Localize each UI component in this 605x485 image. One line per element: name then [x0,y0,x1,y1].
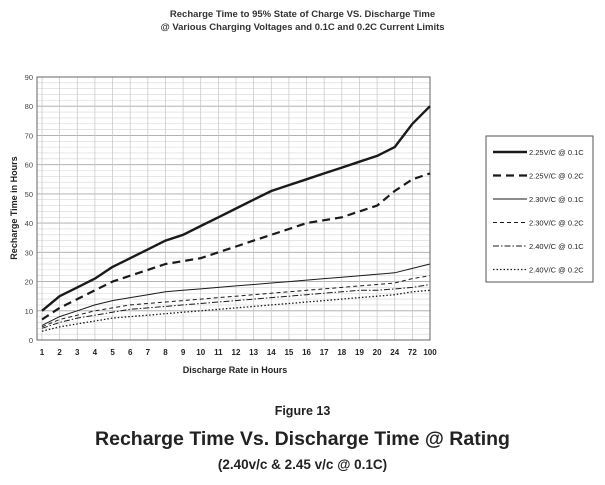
series-line-4 [41,275,431,328]
x-tick-labels: 1 2 3 4 5 6 7 8 9 10 11 12 13 14 15 16 17 18 19 20 24 72 100 [40,348,437,357]
y-tick-label: 60 [25,161,33,170]
grid-layer [37,76,431,341]
x-tick-label: 20 [373,348,382,357]
y-tick-label: 40 [25,219,33,228]
series-line-2 [41,172,431,321]
x-tick-label: 13 [249,348,258,357]
figure-subcaption: (2.40v/c & 2.45 v/c @ 0.1C) [217,457,388,472]
y-tick-label: 0 [29,336,33,345]
y-tick-labels: 0 10 20 30 40 50 60 70 80 90 [25,73,33,345]
series-line-5 [41,284,431,329]
x-tick-label: 2 [57,348,62,357]
chart-title-block: Recharge Time to 95% State of Charge VS.… [0,8,605,34]
y-tick-label: 30 [25,248,33,257]
x-tick-label: 11 [214,348,223,357]
legend-label-6: 2.40V/C @ 0.2C [529,266,584,275]
legend-label-2: 2.25V/C @ 0.2C [529,172,584,181]
x-tick-label: 12 [232,348,241,357]
chart-title-line-2: @ Various Charging Voltages and 0.1C and… [160,22,445,33]
y-tick-label: 20 [25,278,33,287]
x-tick-label: 14 [267,348,276,357]
y-tick-label: 10 [25,307,33,316]
x-tick-label: 3 [75,348,80,357]
x-tick-label: 6 [128,348,133,357]
x-tick-label: 18 [337,348,346,357]
plot-frame [36,76,431,341]
figure-label: Figure 13 [274,404,331,418]
chart-title-line-1: Recharge Time to 95% State of Charge VS.… [169,9,436,20]
series-line-3 [41,263,431,326]
legend-box [485,135,594,283]
x-tick-label: 8 [163,348,168,357]
x-tick-label: 17 [320,348,329,357]
x-tick-label: 15 [284,348,293,357]
x-axis-label: Discharge Rate in Hours [183,365,288,375]
y-tick-label: 90 [25,73,33,82]
x-tick-label: 10 [196,348,205,357]
y-tick-label: 50 [25,190,33,199]
x-tick-label: 7 [146,348,151,357]
x-tick-label: 72 [408,348,417,357]
legend-label-1: 2.25V/C @ 0.1C [529,148,584,157]
x-tick-label: 5 [110,348,115,357]
y-axis-label: Recharge Time in Hours [9,156,19,259]
x-tick-label: 1 [40,348,45,357]
x-tick-label: 19 [355,348,364,357]
y-tick-label: 80 [25,102,33,111]
legend-label-3: 2.30V/C @ 0.1C [529,195,584,204]
legend-label-4: 2.30V/C @ 0.2C [529,219,584,228]
figure-caption: Recharge Time Vs. Discharge Time @ Ratin… [95,428,510,450]
x-tick-label: 4 [93,348,98,357]
x-tick-label: 16 [302,348,311,357]
x-tick-label: 24 [390,348,399,357]
legend: 2.25V/C @ 0.1C 2.25V/C @ 0.2C 2.30V/C @ 0.… [493,148,584,275]
series-layer [41,105,431,332]
x-tick-label: 100 [423,348,437,357]
legend-label-5: 2.40V/C @ 0.1C [529,242,584,251]
y-tick-label: 70 [25,131,33,140]
series-line-1 [41,105,431,312]
x-tick-label: 9 [181,348,186,357]
